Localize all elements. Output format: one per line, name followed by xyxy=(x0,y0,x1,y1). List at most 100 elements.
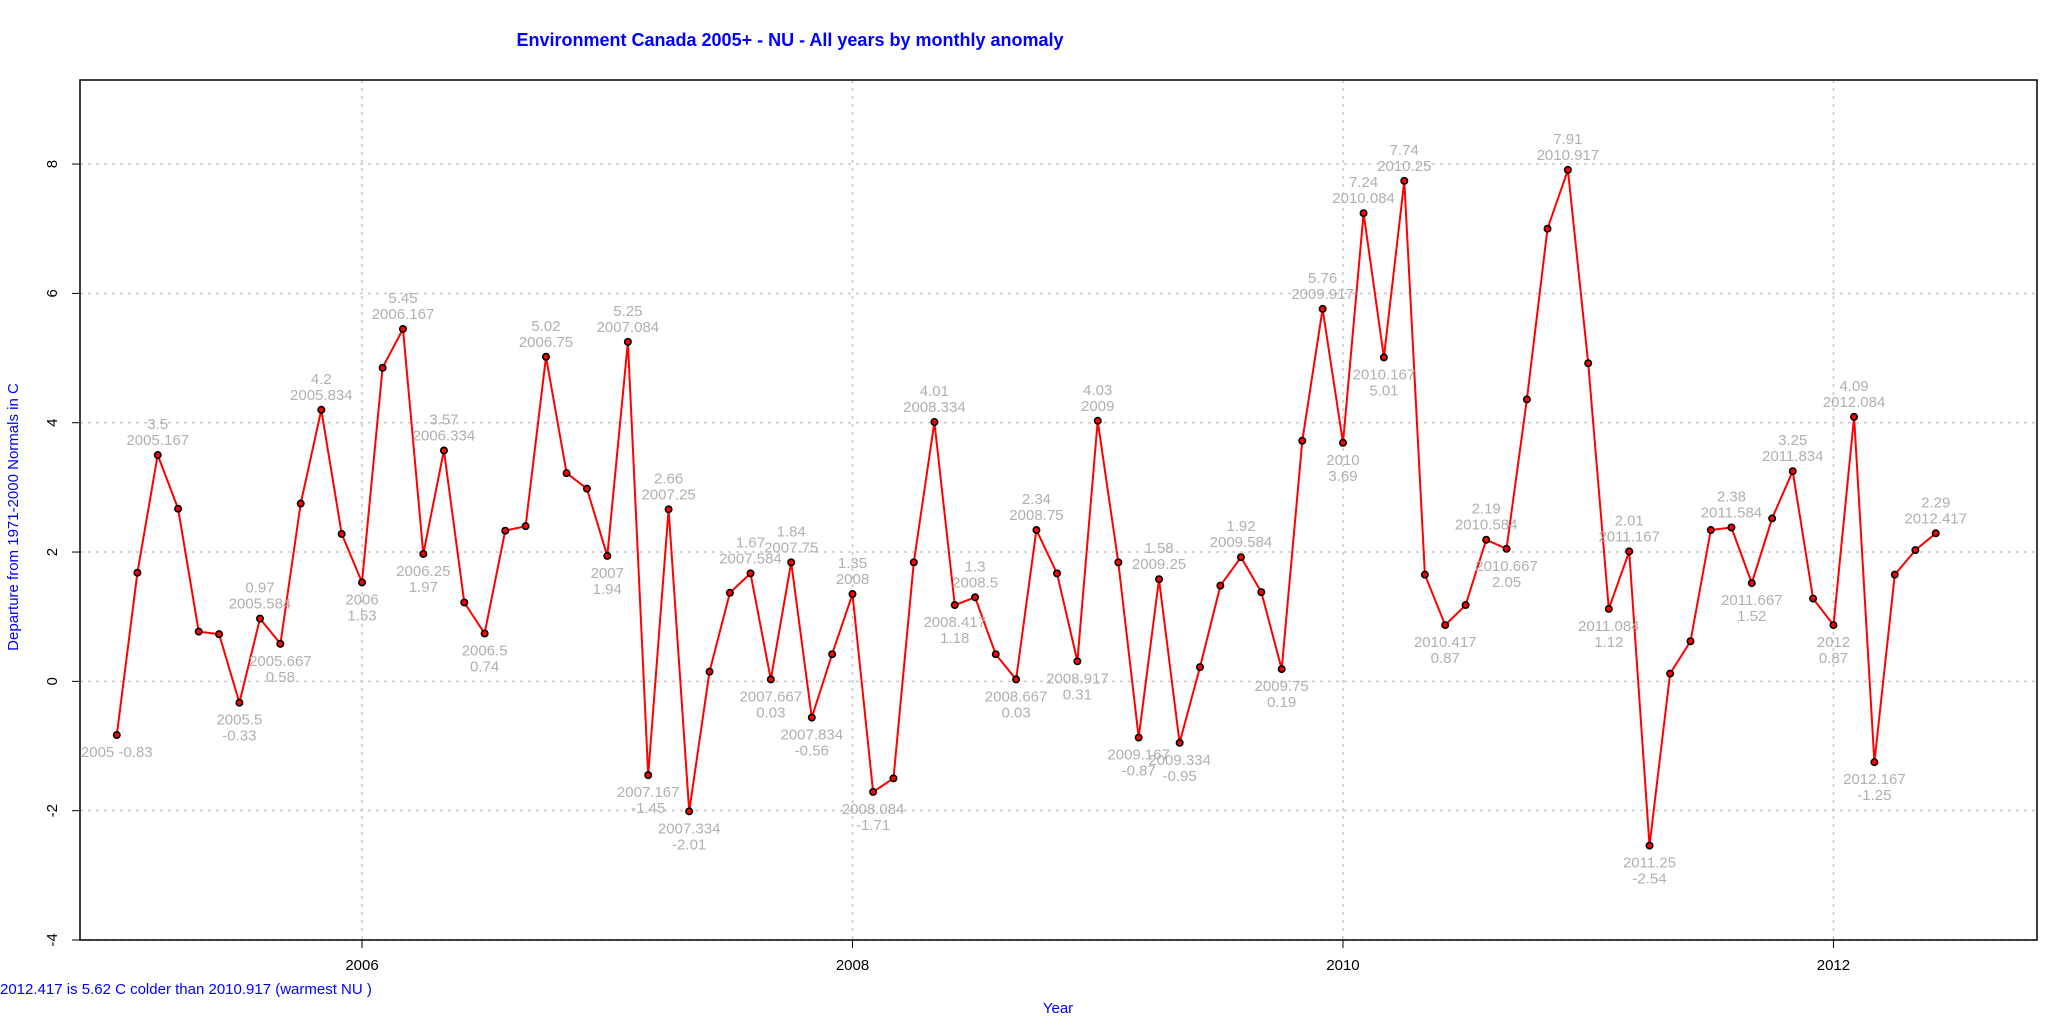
data-point xyxy=(807,713,816,722)
data-label: 2009.917 xyxy=(1291,286,1354,303)
data-point xyxy=(419,549,428,558)
data-point xyxy=(1073,657,1082,666)
data-point xyxy=(1482,535,1491,544)
data-point xyxy=(1604,604,1613,613)
chart-title: Environment Canada 2005+ - NU - All year… xyxy=(517,30,1064,50)
data-point xyxy=(358,578,367,587)
data-point xyxy=(1134,733,1143,742)
data-point xyxy=(950,601,959,610)
data-label: 2010.25 xyxy=(1377,158,1431,175)
data-label: 2005.167 xyxy=(126,432,189,449)
data-label: 2007.834 xyxy=(781,727,844,744)
data-label: 2007.167 xyxy=(617,784,680,801)
data-point xyxy=(1400,176,1409,185)
data-label: 2009.584 xyxy=(1210,534,1273,551)
data-point xyxy=(889,774,898,783)
data-point xyxy=(1461,601,1470,610)
data-label: 2011.25 xyxy=(1623,855,1676,872)
y-tick-label: 0 xyxy=(44,677,61,685)
data-label: 0.74 xyxy=(470,659,499,676)
data-label: -2.01 xyxy=(672,836,706,853)
data-label: 2011.167 xyxy=(1598,528,1659,545)
data-label: 2012.417 xyxy=(1904,510,1967,527)
data-label: 1.92 xyxy=(1226,518,1255,535)
data-point xyxy=(705,667,714,676)
data-point xyxy=(1686,637,1695,646)
data-point xyxy=(909,558,918,567)
data-point xyxy=(1563,165,1572,174)
data-label: 2007.584 xyxy=(719,550,782,567)
data-label: 3.5 xyxy=(147,416,168,433)
data-point xyxy=(746,569,755,578)
data-point xyxy=(991,650,1000,659)
data-label: -1.45 xyxy=(631,800,665,817)
y-tick-label: 8 xyxy=(44,160,61,168)
data-point xyxy=(1338,438,1347,447)
data-point xyxy=(235,698,244,707)
data-point xyxy=(1359,209,1368,218)
data-label: 2008.417 xyxy=(923,614,986,631)
data-label: 1.94 xyxy=(593,581,622,598)
data-point xyxy=(685,807,694,816)
data-point xyxy=(1768,514,1777,523)
data-label: -1.71 xyxy=(856,817,890,834)
data-label: 2005.5 xyxy=(216,712,262,729)
data-label: 5.45 xyxy=(388,290,417,307)
data-point xyxy=(869,787,878,796)
data-point xyxy=(1379,353,1388,362)
data-point xyxy=(1114,558,1123,567)
data-label: 2008.75 xyxy=(1009,507,1063,524)
data-point xyxy=(725,588,734,597)
data-point xyxy=(623,337,632,346)
data-point xyxy=(317,405,326,414)
data-label: 7.91 xyxy=(1553,131,1582,148)
data-point xyxy=(1196,663,1205,672)
data-point xyxy=(1809,594,1818,603)
data-label: 2010.917 xyxy=(1537,147,1600,164)
y-tick-label: -4 xyxy=(44,933,61,946)
data-label: 0.58 xyxy=(266,669,295,686)
plot-frame xyxy=(79,79,2038,941)
data-label: 2.29 xyxy=(1921,494,1950,511)
data-label: 0.87 xyxy=(1819,650,1848,667)
data-point xyxy=(460,598,469,607)
data-label: 5.01 xyxy=(1369,382,1398,399)
x-tick-label: 2006 xyxy=(345,957,378,974)
data-point xyxy=(1420,570,1429,579)
data-label: 2009.167 xyxy=(1107,747,1170,764)
data-label: 4.03 xyxy=(1083,382,1112,399)
data-label: 2011.834 xyxy=(1762,448,1823,465)
data-point xyxy=(133,568,142,577)
data-point xyxy=(398,324,407,333)
data-point xyxy=(1543,224,1552,233)
data-label: 7.24 xyxy=(1349,174,1378,191)
data-label: 2012.084 xyxy=(1823,394,1886,411)
data-label: 2006.75 xyxy=(519,334,573,351)
data-label: 2008.5 xyxy=(952,574,998,591)
data-label: 1.67 xyxy=(736,534,765,551)
data-label: -1.25 xyxy=(1857,787,1891,804)
data-label: 2010.167 xyxy=(1353,366,1416,383)
data-label: 2006.334 xyxy=(413,428,476,445)
x-tick-label: 2008 xyxy=(836,957,869,974)
x-axis: 2006 2008 2010 2012 xyxy=(345,940,1850,974)
data-point xyxy=(174,504,183,513)
data-label: 2009.25 xyxy=(1132,556,1186,573)
data-point xyxy=(1645,841,1654,850)
series-line xyxy=(115,169,1937,846)
data-point xyxy=(1931,529,1940,538)
data-point xyxy=(1706,526,1715,535)
data-label: 1.3 xyxy=(965,558,986,575)
data-label: 2011.084 xyxy=(1578,618,1639,635)
data-label: 1.12 xyxy=(1594,634,1623,651)
data-label: 2.01 xyxy=(1615,512,1644,529)
footnote: 2012.417 is 5.62 C colder than 2010.917 … xyxy=(0,981,372,998)
data-point xyxy=(1522,395,1531,404)
data-label: 1.18 xyxy=(940,630,969,647)
data-label: 3.57 xyxy=(429,412,458,429)
data-label: 0.87 xyxy=(1431,650,1460,667)
data-label: 0.03 xyxy=(1001,704,1030,721)
data-label: 0.19 xyxy=(1267,694,1296,711)
data-point xyxy=(1093,416,1102,425)
